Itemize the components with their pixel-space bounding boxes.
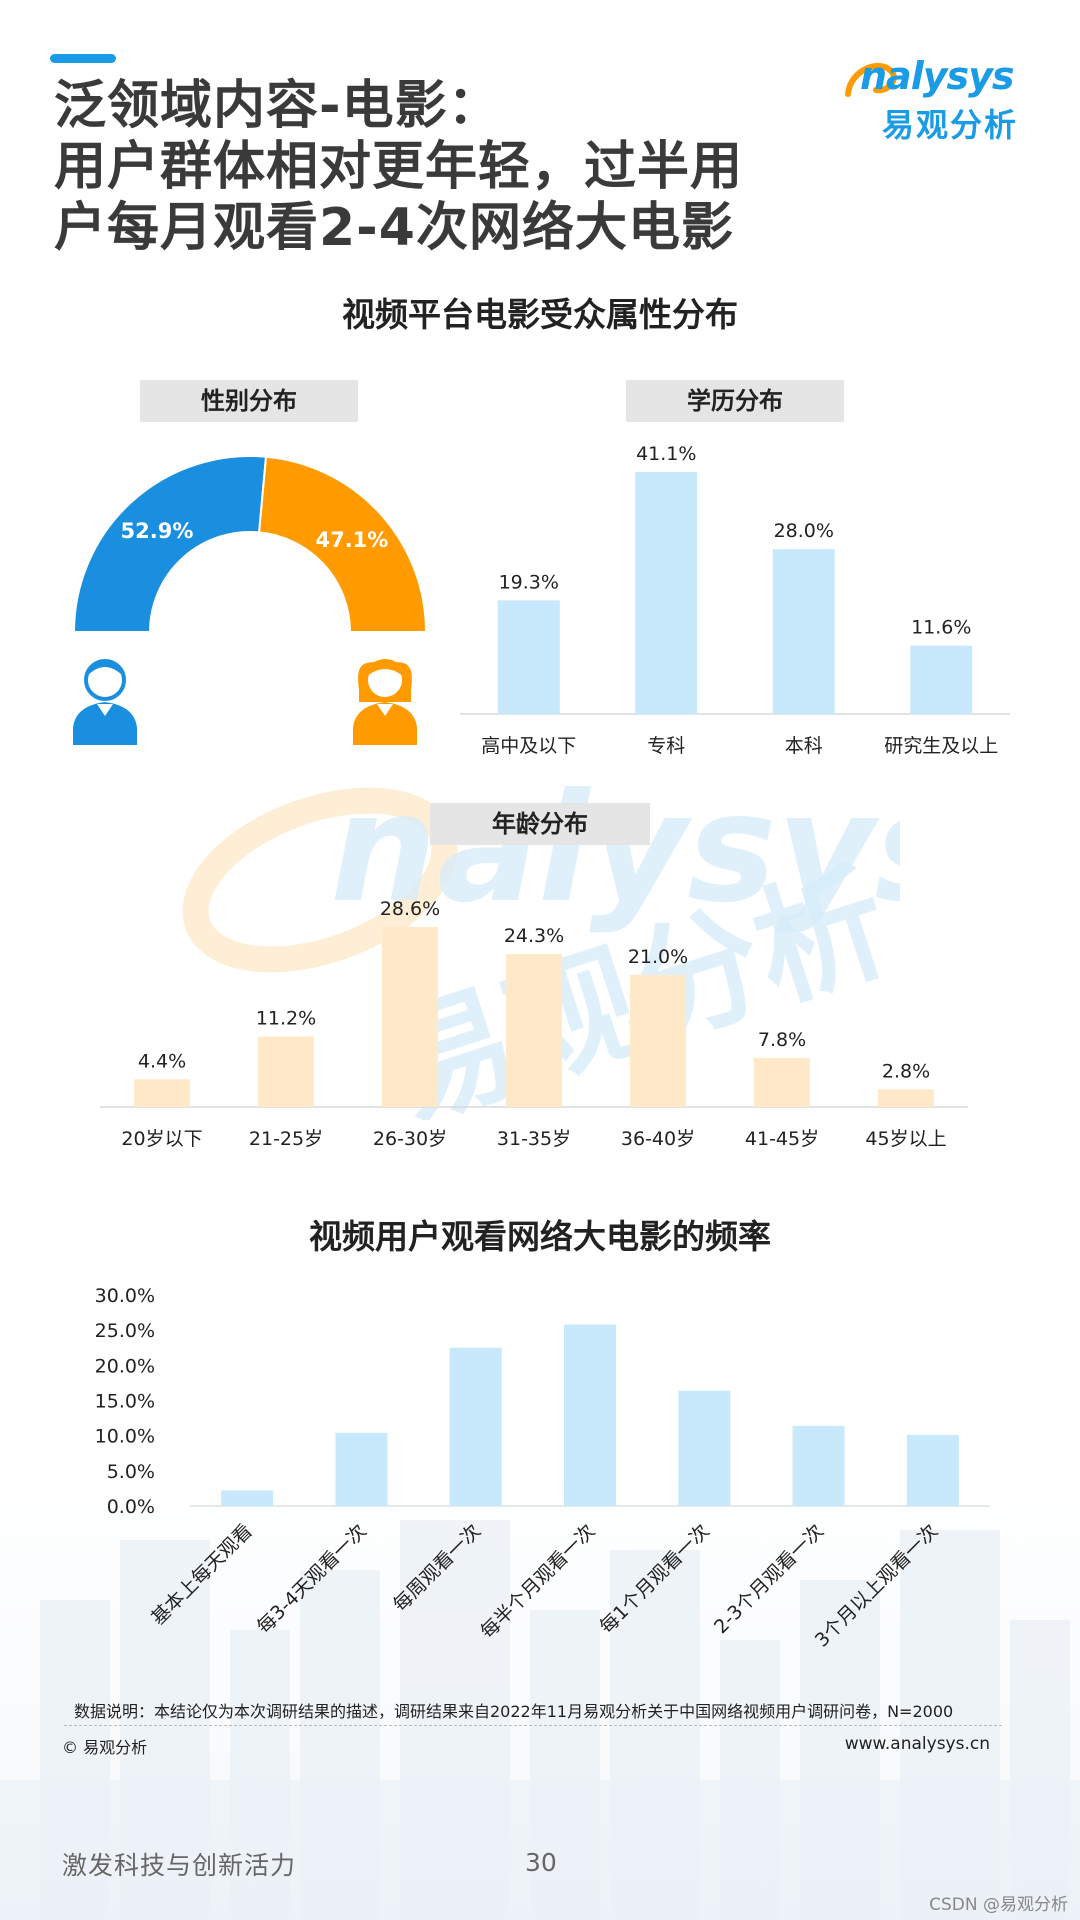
age-value-label: 24.3% — [504, 925, 564, 947]
age-value-label: 28.6% — [380, 898, 440, 920]
male-user-icon — [73, 659, 137, 745]
freq-bar — [906, 1434, 959, 1506]
freq-bar — [678, 1390, 731, 1506]
age-category-label: 41-45岁 — [745, 1128, 819, 1150]
gender-label-male: 52.9% — [121, 519, 194, 543]
analysys-logo: nalysys 易观分析 — [840, 46, 1040, 146]
frequency-chart: 30.0% 25.0% 20.0% 15.0% 10.0% 5.0% 0.0%基本上每天观看… — [95, 1285, 990, 1652]
watermark-en: nalysys — [330, 762, 900, 936]
city-skyline-background — [0, 1480, 1080, 1920]
edu-value-label: 19.3% — [499, 571, 559, 593]
data-note: 数据说明：本结论仅为本次调研结果的描述，调研结果来自2022年11月易观分析关于… — [74, 1702, 954, 1721]
freq-bar — [221, 1490, 274, 1506]
freq-category-label: 每3-4天观看一次 — [253, 1520, 371, 1638]
age-bar — [878, 1089, 934, 1107]
freq-category-label: 每半个月观看一次 — [476, 1520, 599, 1643]
edu-value-label: 28.0% — [774, 520, 834, 542]
freq-ytick-label: 15.0% — [95, 1391, 155, 1413]
freq-category-label: 每周观看一次 — [389, 1520, 485, 1616]
freq-bar — [335, 1432, 388, 1506]
freq-ytick-label: 0.0% — [107, 1496, 155, 1518]
age-value-label: 11.2% — [256, 1008, 316, 1030]
age-category-label: 36-40岁 — [621, 1128, 695, 1150]
freq-ytick-label: 30.0% — [95, 1285, 155, 1307]
age-bar — [134, 1079, 190, 1107]
edu-bar — [910, 645, 973, 714]
age-bar — [382, 927, 438, 1107]
freq-ytick-label: 25.0% — [95, 1320, 155, 1342]
title-accent-bar — [50, 54, 116, 63]
title-line-1: 泛领域内容-电影： — [54, 76, 501, 136]
age-bar — [630, 974, 686, 1107]
female-user-icon — [353, 659, 417, 745]
edu-bar — [772, 549, 835, 714]
age-subtitle: 年龄分布 — [430, 803, 650, 845]
section-title-frequency: 视频用户观看网络大电影的频率 — [309, 1217, 771, 1256]
gender-slice-male — [72, 455, 268, 633]
freq-ytick-label: 5.0% — [107, 1461, 155, 1483]
age-value-label: 21.0% — [628, 946, 688, 968]
edu-value-label: 11.6% — [911, 617, 971, 639]
csdn-credit: CSDN @易观分析 — [929, 1895, 1068, 1915]
age-category-label: 45岁以上 — [865, 1128, 946, 1150]
age-value-label: 4.4% — [138, 1050, 186, 1072]
freq-category-label: 2-3个月观看一次 — [710, 1520, 828, 1638]
freq-category-label: 每1个月观看一次 — [596, 1520, 714, 1638]
freq-bar — [792, 1425, 845, 1506]
gender-slice-female — [258, 455, 428, 633]
edu-value-label: 41.1% — [636, 443, 696, 465]
freq-ytick-label: 10.0% — [95, 1426, 155, 1448]
gender-label-female: 47.1% — [315, 528, 388, 552]
section-title-audience: 视频平台电影受众属性分布 — [342, 295, 738, 334]
age-chart: 4.4% 20岁以下 11.2% 21-25岁 28.6% 26-30岁 24.3% 31-3… — [100, 898, 968, 1150]
gender-subtitle: 性别分布 — [140, 380, 358, 422]
footer-divider — [64, 1725, 1002, 1726]
footer-slogan: 激发科技与创新活力 — [62, 1851, 297, 1880]
logo-arc-icon — [845, 63, 897, 97]
edu-category-label: 高中及以下 — [481, 735, 576, 757]
logo-text-en: nalysys — [860, 54, 1014, 98]
freq-category-label: 基本上每天观看 — [147, 1520, 257, 1630]
website-link[interactable]: www.analysys.cn — [844, 1734, 990, 1754]
freq-bar — [449, 1347, 502, 1506]
edu-category-label: 本科 — [785, 735, 823, 757]
edu-category-label: 研究生及以上 — [884, 735, 998, 757]
age-value-label: 7.8% — [758, 1029, 806, 1051]
age-category-label: 31-35岁 — [497, 1128, 571, 1150]
age-bar — [258, 1036, 314, 1107]
copyright: © 易观分析 — [62, 1738, 148, 1757]
age-bar — [754, 1057, 810, 1107]
education-subtitle: 学历分布 — [626, 380, 844, 422]
freq-bar — [564, 1324, 616, 1506]
logo-text-cn: 易观分析 — [882, 106, 1019, 144]
page-number: 30 — [525, 1848, 557, 1877]
edu-bar — [635, 472, 698, 714]
freq-ytick-label: 20.0% — [95, 1355, 155, 1377]
age-category-label: 20岁以下 — [121, 1128, 202, 1150]
age-category-label: 21-25岁 — [249, 1128, 323, 1150]
age-value-label: 2.8% — [882, 1060, 930, 1082]
education-chart: 19.3% 高中及以下 41.1% 专科 28.0% 本科 11.6% 研究生及以上 — [460, 443, 1010, 757]
gender-chart: 52.9% 47.1% — [72, 455, 428, 745]
title-line-2: 用户群体相对更年轻，过半用 — [54, 137, 744, 197]
edu-bar — [497, 600, 560, 714]
edu-category-label: 专科 — [647, 735, 685, 757]
age-bar — [506, 954, 562, 1107]
title-line-3: 户每月观看2-4次网络大电影 — [54, 198, 734, 258]
age-category-label: 26-30岁 — [373, 1128, 447, 1150]
freq-category-label: 3个月以上观看一次 — [811, 1520, 943, 1652]
page-title: 泛领域内容-电影： 用户群体相对更年轻，过半用 户每月观看2-4次网络大电影 — [54, 76, 854, 259]
